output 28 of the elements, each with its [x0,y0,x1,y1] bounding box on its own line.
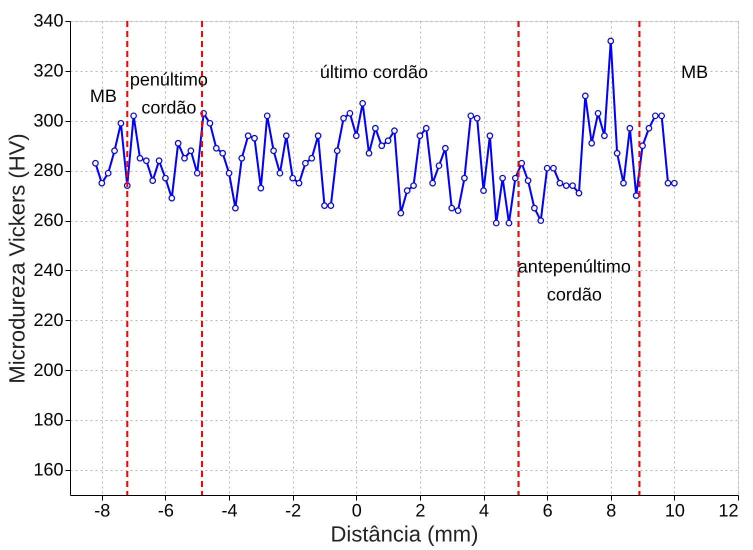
x-tick-label: -8 [94,500,110,520]
y-axis-title: Microdureza Vickers (HV) [4,133,30,384]
x-tick-label: -2 [285,500,302,520]
annotation: penúltimo cordão [130,69,208,118]
y-tick-label: 260 [33,210,64,230]
x-tick-label: 6 [542,500,553,520]
x-tick-label: 8 [606,500,616,520]
y-tick-label: 280 [33,160,64,180]
annotation: MB [90,86,117,106]
x-tick-label: -4 [222,500,238,520]
y-tick-label: 160 [33,460,64,480]
x-tick-label: 12 [718,500,738,520]
x-tick-label: -6 [158,500,174,520]
x-tick-label: 10 [664,500,685,520]
y-tick-label: 180 [33,410,64,430]
y-tick-label: 220 [33,310,64,330]
annotation: último cordão [320,62,428,82]
x-tick-label: 4 [479,500,490,520]
x-tick-label: 2 [415,500,426,520]
y-tick-label: 320 [33,60,64,80]
y-tick-label: 340 [33,10,64,30]
x-axis-title: Distância (mm) [330,522,478,546]
annotation: antepenúltimo cordão [518,256,631,304]
y-tick-label: 200 [33,360,64,380]
y-tick-label: 300 [33,110,64,130]
x-tick-label: 0 [352,500,362,520]
y-tick-label: 240 [33,260,64,280]
annotation: MB [681,62,708,82]
